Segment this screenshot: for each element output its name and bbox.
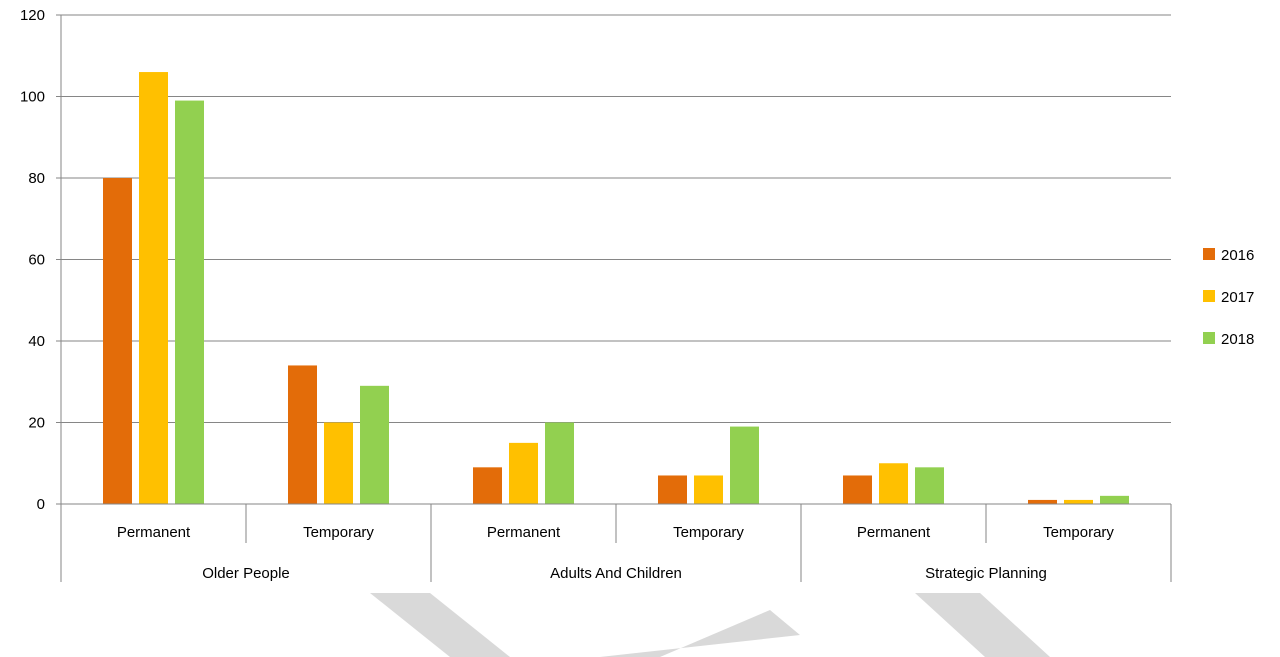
legend-label: 2016 — [1221, 247, 1254, 264]
y-tick-label: 100 — [20, 89, 45, 106]
bar-2017-3 — [509, 442, 538, 504]
legend: 2016 2017 2018 — [1203, 247, 1254, 348]
bar-2018-5 — [915, 467, 944, 504]
axis-labels: 0 20 40 60 80 100 120 Permanent Temporary Permane… — [20, 7, 1114, 582]
watermark-stripe — [600, 610, 800, 657]
category-label: Permanent — [487, 524, 561, 541]
bar-2018-1 — [175, 100, 204, 504]
y-tick-label: 80 — [28, 170, 45, 187]
legend-swatch-2018 — [1203, 332, 1215, 344]
bar-2018-4 — [730, 426, 759, 504]
category-label: Temporary — [1043, 524, 1114, 541]
bar-2017-6 — [1064, 499, 1093, 504]
y-tick-label: 20 — [28, 415, 45, 432]
watermark-stripe — [915, 593, 1050, 657]
category-label: Permanent — [857, 524, 931, 541]
bar-2018-2 — [360, 385, 389, 504]
gridlines — [61, 14, 1171, 423]
bar-2016-1 — [103, 178, 132, 504]
bar-2016-3 — [473, 467, 502, 504]
bar-2017-5 — [879, 463, 908, 504]
bar-2017-4 — [694, 475, 723, 504]
bar-2016-6 — [1028, 499, 1057, 504]
watermark — [370, 593, 1050, 657]
legend-label: 2018 — [1221, 331, 1254, 348]
y-tick-label: 0 — [37, 496, 45, 513]
y-tick-label: 40 — [28, 333, 45, 350]
watermark-stripe — [370, 593, 510, 657]
legend-label: 2017 — [1221, 289, 1254, 306]
bar-2017-1 — [139, 72, 168, 505]
legend-swatch-2016 — [1203, 248, 1215, 260]
legend-swatch-2017 — [1203, 290, 1215, 302]
bar-2016-5 — [843, 475, 872, 504]
bar-2018-3 — [545, 422, 574, 504]
bars — [103, 72, 1129, 505]
group-label: Older People — [202, 565, 290, 582]
bar-2016-2 — [288, 365, 317, 504]
axes — [56, 14, 1172, 582]
bar-2018-6 — [1100, 495, 1129, 504]
y-tick-label: 120 — [20, 7, 45, 24]
group-label: Strategic Planning — [925, 565, 1047, 582]
group-label: Adults And Children — [550, 565, 682, 582]
bar-2016-4 — [658, 475, 687, 504]
category-label: Temporary — [673, 524, 744, 541]
bar-2017-2 — [324, 422, 353, 504]
category-label: Permanent — [117, 524, 191, 541]
y-tick-label: 60 — [28, 252, 45, 269]
category-label: Temporary — [303, 524, 374, 541]
